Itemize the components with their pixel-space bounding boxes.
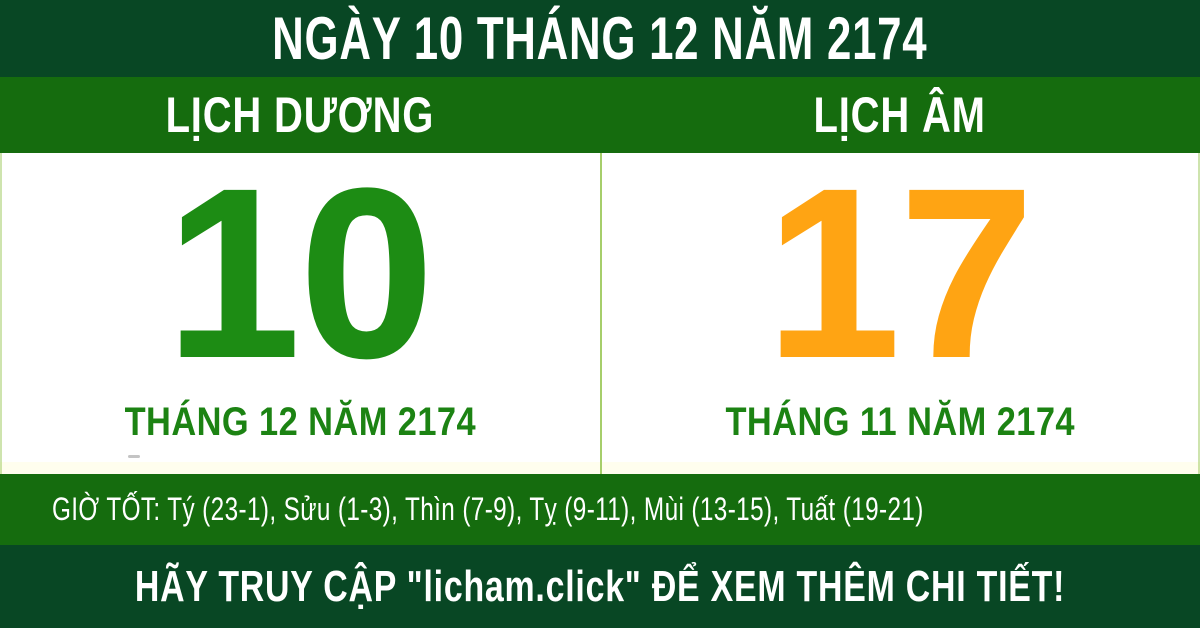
lunar-panel: 17 THÁNG 11 NĂM 2174 [600, 139, 1200, 474]
solar-calendar-header: LỊCH DƯƠNG [0, 77, 600, 153]
panel-divider-line [600, 153, 602, 474]
cta-banner-text: HÃY TRUY CẬP "licham.click" ĐỂ XEM THÊM … [134, 561, 1066, 611]
calendar-panels: 10 THÁNG 12 NĂM 2174 17 THÁNG 11 NĂM 217… [0, 139, 1200, 474]
date-banner: NGÀY 10 THÁNG 12 NĂM 2174 [0, 0, 1200, 77]
small-dash-artifact [128, 455, 140, 458]
solar-calendar-header-label: LỊCH DƯƠNG [165, 87, 435, 143]
good-hours-bar: GIỜ TỐT: Tý (23-1), Sửu (1-3), Thìn (7-9… [0, 474, 1200, 545]
calendar-type-headers: LỊCH DƯƠNG LỊCH ÂM [0, 77, 1200, 153]
cta-banner: HÃY TRUY CẬP "licham.click" ĐỂ XEM THÊM … [0, 545, 1200, 628]
date-banner-text: NGÀY 10 THÁNG 12 NĂM 2174 [272, 5, 928, 72]
panel-left-edge-line [0, 153, 2, 474]
solar-month-year: THÁNG 12 NĂM 2174 [124, 400, 476, 444]
lunar-day-number: 17 [766, 139, 1035, 407]
solar-day-number: 10 [166, 139, 435, 407]
panel-right-edge-line [1198, 153, 1200, 474]
solar-panel: 10 THÁNG 12 NĂM 2174 [0, 139, 600, 474]
lunar-calendar-header: LỊCH ÂM [600, 77, 1200, 153]
good-hours-text: GIỜ TỐT: Tý (23-1), Sửu (1-3), Thìn (7-9… [52, 491, 924, 527]
lunar-calendar-header-label: LỊCH ÂM [813, 87, 987, 143]
lunar-month-year: THÁNG 11 NĂM 2174 [725, 400, 1075, 444]
